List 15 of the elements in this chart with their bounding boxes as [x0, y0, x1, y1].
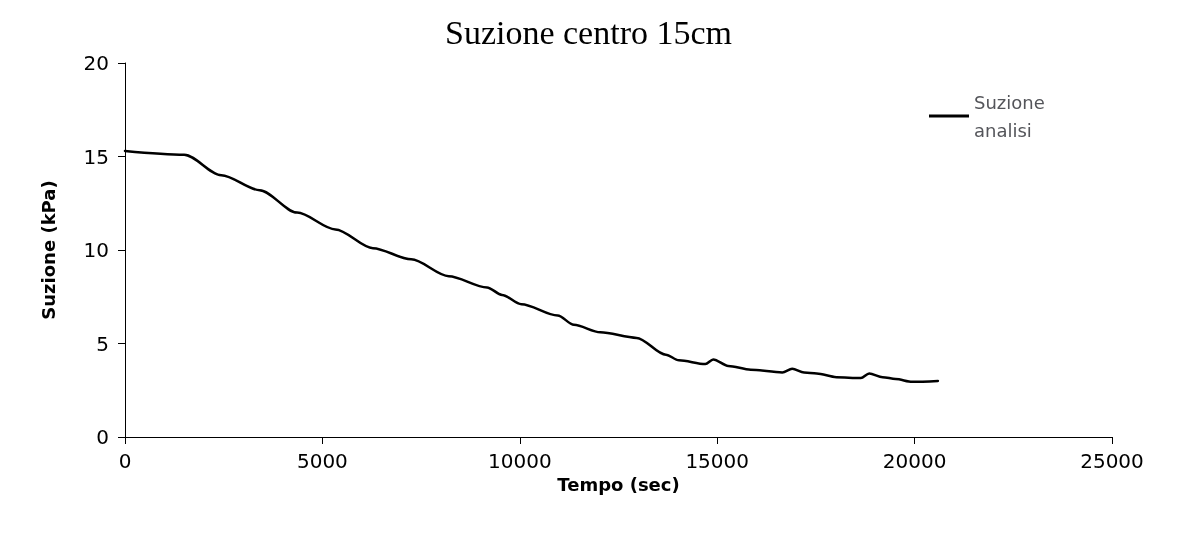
y-tick-label: 5: [96, 331, 109, 356]
y-tick-label: 10: [83, 238, 109, 262]
y-tick-label: 20: [83, 51, 109, 75]
x-tick-label: 25000: [1080, 449, 1144, 473]
y-tick-label: 15: [83, 144, 109, 169]
legend-label: Suzione analisi: [974, 91, 1051, 141]
x-tick-label: 10000: [487, 449, 552, 473]
x-tick-label: 15000: [685, 449, 750, 473]
x-tick-label: 0: [118, 449, 132, 473]
y-tick-label: 0: [96, 425, 109, 449]
x-tick-label: 5000: [296, 449, 348, 473]
x-tick-label: 20000: [882, 449, 947, 473]
x-axis-title: Tempo (sec): [557, 474, 680, 496]
y-axis-title: Suzione (kPa): [37, 180, 59, 320]
chart-title: Suzione centro 15cm: [444, 13, 733, 51]
